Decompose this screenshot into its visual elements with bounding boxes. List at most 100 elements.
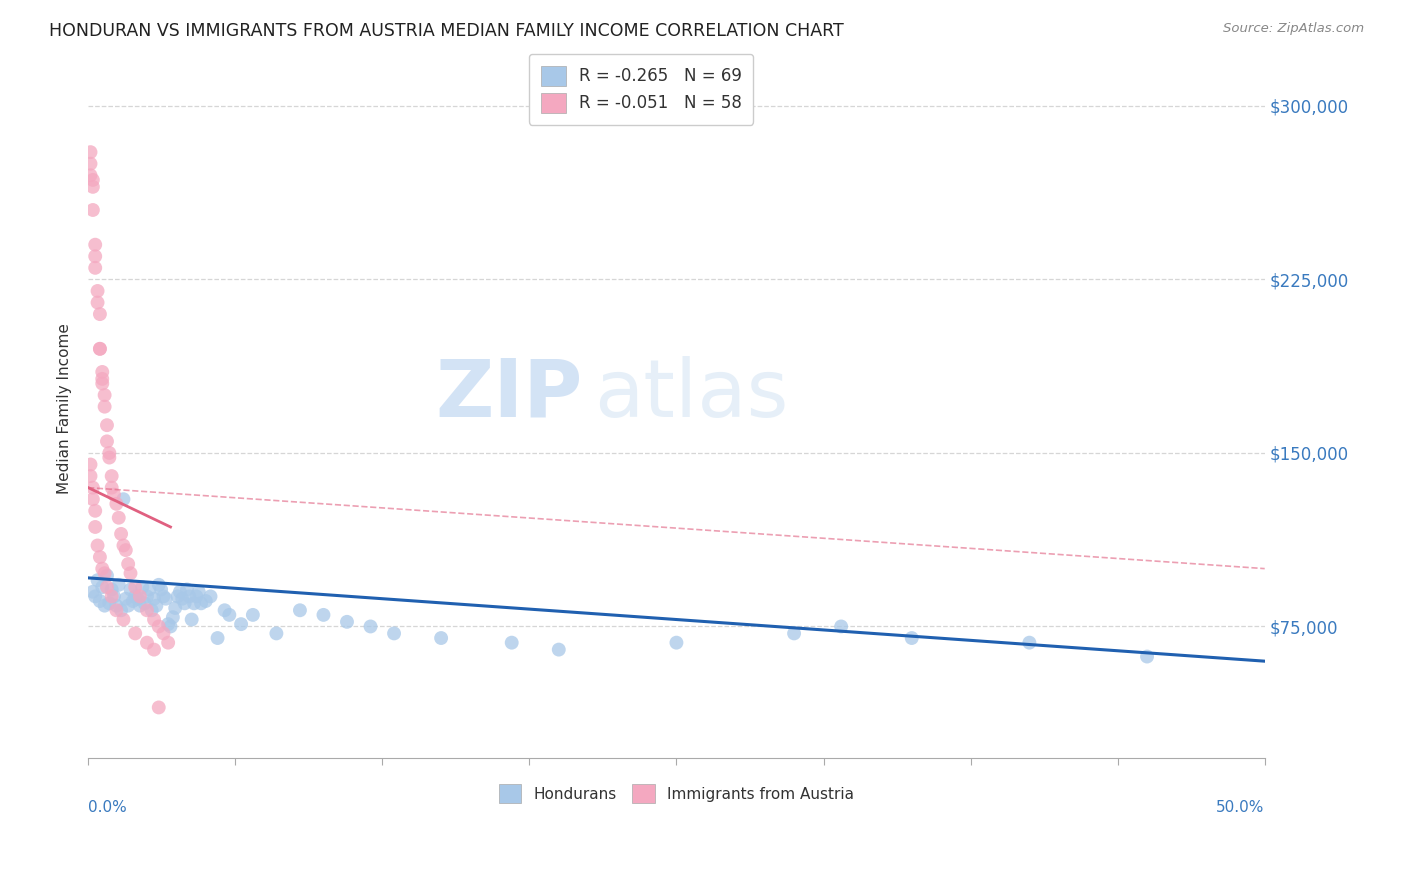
Point — [105, 497, 128, 511]
Point — [89, 307, 111, 321]
Point — [84, 520, 107, 534]
Point — [176, 582, 198, 597]
Point — [98, 450, 121, 465]
Point — [138, 582, 160, 597]
Point — [194, 594, 217, 608]
Point — [82, 179, 104, 194]
Point — [100, 590, 122, 604]
Point — [242, 607, 264, 622]
Point — [117, 557, 139, 571]
Point — [82, 202, 104, 217]
Point — [830, 619, 852, 633]
Point — [79, 157, 101, 171]
Point — [93, 388, 115, 402]
Point — [180, 613, 202, 627]
Point — [190, 596, 212, 610]
Text: 50.0%: 50.0% — [1216, 800, 1265, 815]
Point — [86, 539, 108, 553]
Text: atlas: atlas — [595, 356, 789, 434]
Point — [187, 584, 209, 599]
Point — [547, 642, 569, 657]
Point — [501, 635, 523, 649]
Text: Source: ZipAtlas.com: Source: ZipAtlas.com — [1223, 22, 1364, 36]
Point — [150, 582, 173, 597]
Point — [93, 566, 115, 581]
Legend: Hondurans, Immigrants from Austria: Hondurans, Immigrants from Austria — [488, 773, 865, 814]
Point — [136, 635, 159, 649]
Point — [89, 550, 111, 565]
Point — [129, 590, 152, 604]
Point — [93, 599, 115, 613]
Point — [105, 599, 128, 613]
Point — [1018, 635, 1040, 649]
Point — [172, 591, 194, 606]
Point — [145, 599, 167, 613]
Point — [218, 607, 240, 622]
Point — [360, 619, 382, 633]
Point — [124, 626, 146, 640]
Point — [121, 594, 143, 608]
Point — [157, 617, 180, 632]
Point — [79, 145, 101, 160]
Point — [1136, 649, 1159, 664]
Point — [98, 596, 121, 610]
Point — [91, 372, 114, 386]
Point — [103, 590, 125, 604]
Point — [96, 580, 118, 594]
Point — [79, 458, 101, 472]
Point — [100, 469, 122, 483]
Point — [214, 603, 236, 617]
Point — [91, 561, 114, 575]
Point — [84, 504, 107, 518]
Point — [91, 580, 114, 594]
Point — [107, 510, 129, 524]
Point — [82, 584, 104, 599]
Y-axis label: Median Family Income: Median Family Income — [58, 324, 72, 494]
Point — [136, 603, 159, 617]
Point — [166, 590, 188, 604]
Point — [165, 601, 187, 615]
Point — [124, 580, 146, 594]
Point — [131, 580, 153, 594]
Point — [152, 626, 174, 640]
Point — [117, 599, 139, 613]
Point — [84, 260, 107, 275]
Point — [103, 487, 125, 501]
Point — [114, 591, 136, 606]
Point — [143, 613, 166, 627]
Point — [112, 539, 135, 553]
Point — [159, 619, 181, 633]
Point — [288, 603, 311, 617]
Point — [82, 481, 104, 495]
Point — [86, 284, 108, 298]
Point — [186, 590, 208, 604]
Point — [110, 603, 132, 617]
Point — [207, 631, 229, 645]
Point — [266, 626, 288, 640]
Point — [96, 568, 118, 582]
Point — [105, 603, 128, 617]
Point — [155, 591, 177, 606]
Point — [152, 590, 174, 604]
Point — [382, 626, 405, 640]
Point — [157, 635, 180, 649]
Point — [100, 582, 122, 597]
Point — [162, 610, 184, 624]
Point — [84, 249, 107, 263]
Point — [900, 631, 922, 645]
Point — [93, 400, 115, 414]
Point — [143, 642, 166, 657]
Point — [82, 173, 104, 187]
Point — [91, 365, 114, 379]
Point — [89, 342, 111, 356]
Point — [229, 617, 252, 632]
Point — [86, 573, 108, 587]
Point — [312, 607, 335, 622]
Point — [112, 492, 135, 507]
Point — [98, 446, 121, 460]
Point — [96, 434, 118, 449]
Text: ZIP: ZIP — [434, 356, 582, 434]
Point — [148, 578, 170, 592]
Point — [120, 566, 142, 581]
Point — [120, 582, 142, 597]
